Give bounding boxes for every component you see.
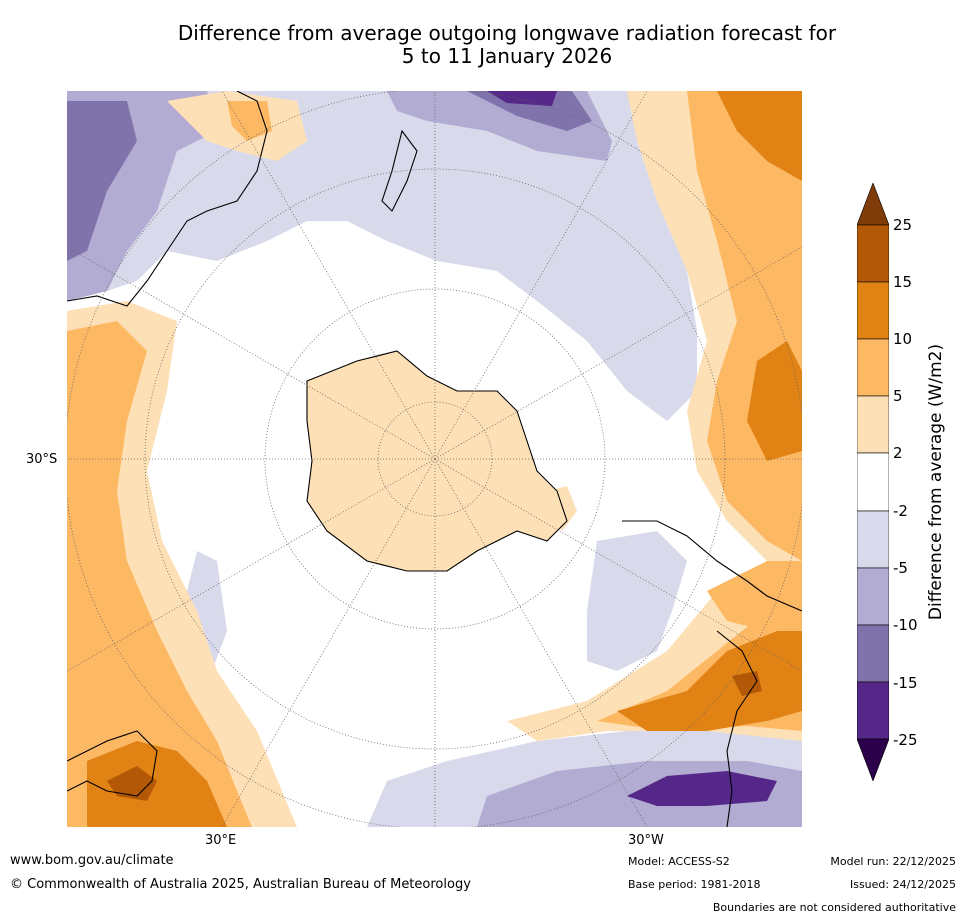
footer-disclaimer: Boundaries are not considered authoritat… (712, 901, 956, 914)
neg-area-west-pacific (67, 91, 697, 421)
lon-label-30e: 30°E (205, 833, 237, 848)
lon-label-30w: 30°W (628, 833, 664, 848)
pos-area-australia-brown (107, 766, 157, 801)
colorbar-segment-2-5 (857, 395, 889, 454)
colorbar-tick-2: 2 (893, 444, 903, 462)
colorbar-tick-25: 25 (893, 216, 913, 234)
footer-issued: Issued: 24/12/2025 (849, 878, 956, 891)
pos-area-east-pacific-core (747, 341, 802, 461)
footer-base-period: Base period: 1981-2018 (628, 878, 761, 891)
colorbar-segment-neutral (857, 452, 889, 512)
title-line-2: 5 to 11 January 2026 (401, 44, 613, 68)
pos-area-indian (67, 321, 252, 827)
graticule-circle-45s (264, 288, 606, 630)
positive-anomaly-areas (67, 91, 802, 827)
colorbar-segment-5-10 (857, 338, 889, 397)
colorbar-bottom-triangle (857, 738, 889, 781)
negative-anomaly-areas (67, 91, 802, 827)
graticule-circle-30s (144, 168, 726, 750)
title-line-1: Difference from average outgoing longwav… (177, 21, 837, 45)
colorbar-segment-neg10-neg15 (857, 624, 889, 683)
pos-area-argentina-core (732, 671, 762, 696)
footer-model: Model: ACCESS-S2 (628, 855, 730, 868)
pos-area-australia-orange (87, 741, 227, 827)
colorbar-tick-neg5: -5 (893, 559, 908, 577)
africa-coastline (67, 730, 158, 797)
footer-model-run: Model run: 22/12/2025 (830, 855, 956, 868)
patagonia-coastline (716, 630, 758, 827)
colorbar-tick-15: 15 (893, 273, 913, 291)
polar-map (67, 91, 802, 827)
pos-area-antarctica (307, 351, 567, 571)
colorbar-segment-15-25 (857, 224, 889, 283)
south-america-coastline (622, 520, 802, 612)
footer-copyright: © Commonwealth of Australia 2025, Austra… (10, 877, 471, 892)
neg-area-dark-corner (67, 101, 137, 261)
coastlines (67, 91, 802, 827)
meridian-30e (221, 458, 436, 827)
colorbar-tick-neg2: -2 (893, 502, 908, 520)
neg-area-deep-top (487, 91, 557, 106)
colorbar-tick-neg15: -15 (893, 674, 918, 692)
colorbar-title: Difference from average (W/m2) (926, 343, 946, 621)
neg-area-africa-dark (627, 771, 777, 806)
colorbar (857, 183, 889, 781)
pos-area-east-pacific-top (717, 91, 802, 181)
lat-label-30s: 30°S (26, 452, 58, 467)
neg-area-atlantic (587, 531, 687, 671)
pos-area-antarctic-peninsula (547, 486, 577, 531)
pos-area-south-america-east (707, 561, 802, 631)
australia-coastline (67, 91, 268, 307)
colorbar-top-triangle (857, 183, 889, 226)
colorbar-segment-neg5-neg10 (857, 567, 889, 626)
colorbar-segment-neg2-neg5 (857, 510, 889, 569)
colorbar-tick-neg10: -10 (893, 616, 918, 634)
pos-area-argentina (617, 631, 802, 731)
colorbar-tick-neg25: -25 (893, 731, 918, 749)
antarctica-coastline (306, 350, 568, 572)
colorbar-segment-10-15 (857, 281, 889, 340)
new-zealand-coastline (381, 129, 418, 212)
colorbar-tick-10: 10 (893, 330, 913, 348)
footer-website[interactable]: www.bom.gov.au/climate (10, 853, 174, 868)
graticule (67, 91, 802, 827)
colorbar-segment-neg15-neg25 (857, 681, 889, 740)
colorbar-tick-5: 5 (893, 387, 903, 405)
neg-area-dark-top (467, 91, 592, 131)
meridian-150e (221, 91, 436, 460)
map-title: Difference from average outgoing longwav… (67, 22, 947, 68)
